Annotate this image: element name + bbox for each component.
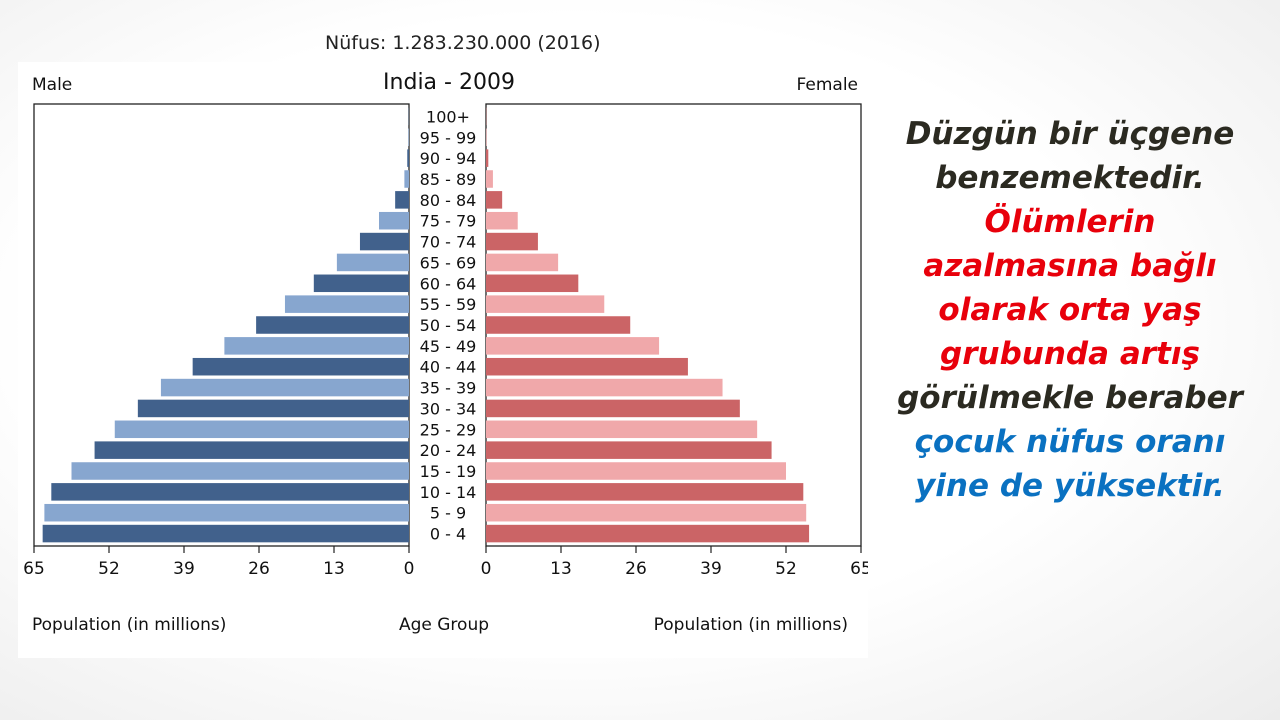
female-bar — [486, 337, 660, 355]
male-bar — [256, 316, 409, 334]
commentary-line-3: Ölümlerin — [984, 204, 1156, 240]
female-bar — [486, 524, 810, 543]
age-group-tick-label: 65 - 69 — [420, 253, 477, 272]
female-x-axis-label: Population (in millions) — [654, 615, 848, 635]
age-group-tick-label: 70 - 74 — [420, 233, 477, 252]
female-bar — [486, 295, 605, 313]
male-bar — [94, 441, 410, 459]
age-group-tick-label: 90 - 94 — [420, 149, 477, 168]
age-group-tick-label: 5 - 9 — [430, 504, 466, 523]
female-label: Female — [797, 75, 858, 95]
male-bar — [407, 149, 409, 167]
male-bar — [51, 483, 410, 501]
age-group-tick-label: 95 - 99 — [420, 128, 477, 147]
female-tick-label: 0 — [481, 559, 492, 579]
male-tick-label: 13 — [323, 559, 345, 579]
male-bar — [336, 253, 409, 272]
commentary-line-8: çocuk nüfus oranı — [914, 424, 1226, 460]
female-bar — [486, 211, 518, 230]
age-group-tick-label: 80 - 84 — [420, 191, 477, 210]
age-group-tick-label: 75 - 79 — [420, 212, 477, 231]
commentary-line-1: Düzgün bir üçgene — [905, 116, 1235, 152]
female-bar — [486, 191, 503, 209]
age-group-tick-label: 55 - 59 — [420, 295, 477, 314]
male-tick-label: 39 — [173, 559, 195, 579]
age-group-tick-label: 50 - 54 — [420, 316, 477, 335]
male-bar — [44, 503, 409, 522]
male-tick-label: 26 — [248, 559, 270, 579]
age-group-tick-label: 35 - 39 — [420, 379, 477, 398]
male-bar — [359, 232, 409, 251]
population-caption: Nüfus: 1.283.230.000 (2016) — [325, 32, 601, 54]
commentary-line-6: grubunda artış — [940, 336, 1200, 372]
commentary-line-7: görülmekle beraber — [897, 380, 1243, 416]
age-group-tick-label: 100+ — [426, 107, 470, 126]
female-bar — [486, 462, 786, 480]
age-group-label: Age Group — [399, 615, 489, 635]
female-tick-label: 52 — [775, 559, 797, 579]
female-bar — [486, 253, 559, 272]
female-bar — [486, 170, 493, 188]
male-bar — [160, 378, 409, 397]
female-bar — [486, 316, 631, 334]
male-bar — [284, 295, 409, 313]
female-bar — [486, 441, 772, 459]
age-group-tick-label: 0 - 4 — [430, 525, 466, 544]
age-group-tick-label: 40 - 44 — [420, 358, 477, 377]
commentary-line-5: olarak orta yaş — [938, 292, 1202, 328]
male-bar — [137, 399, 409, 418]
male-bar — [42, 524, 410, 543]
female-bar — [486, 483, 804, 501]
female-tick-label: 13 — [550, 559, 572, 579]
male-bar — [379, 211, 409, 230]
male-tick-label: 65 — [23, 559, 45, 579]
female-bar — [486, 420, 758, 439]
male-bar — [224, 337, 409, 355]
male-tick-label: 52 — [98, 559, 120, 579]
population-pyramid-chart: Male India - 2009 Female 0 - 4 5 - 9 10 - … — [18, 62, 868, 658]
female-bar — [486, 128, 487, 147]
female-bar — [486, 357, 688, 376]
age-group-tick-label: 45 - 49 — [420, 337, 477, 356]
age-group-tick-label: 30 - 34 — [420, 399, 477, 418]
chart-title: India - 2009 — [383, 70, 515, 95]
male-bar — [71, 462, 409, 480]
male-bar — [408, 128, 409, 147]
female-bar — [486, 399, 740, 418]
age-group-tick-label: 20 - 24 — [420, 441, 477, 460]
male-bar — [114, 420, 410, 439]
female-bar — [486, 378, 723, 397]
bars-group — [42, 107, 810, 543]
commentary-text: Düzgün bir üçgene benzemektedir. Ölümler… — [880, 112, 1260, 508]
male-bar — [404, 170, 409, 188]
male-tick-label: 0 — [404, 559, 415, 579]
age-group-tick-label: 10 - 14 — [420, 483, 477, 502]
axis-ticks-group: 65 52 39 26 13 0 0 13 26 39 52 65 — [23, 546, 868, 579]
age-group-tick-label: 85 - 89 — [420, 170, 477, 189]
commentary-line-4: azalmasına bağlı — [923, 248, 1217, 284]
commentary-line-9: yine de yüksektir. — [915, 468, 1225, 504]
female-tick-label: 65 — [850, 559, 868, 579]
female-bar — [486, 274, 579, 293]
female-tick-label: 26 — [625, 559, 647, 579]
pyramid-svg: Male India - 2009 Female 0 - 4 5 - 9 10 - … — [23, 70, 868, 635]
female-bar — [486, 232, 538, 251]
age-group-tick-label: 25 - 29 — [420, 420, 477, 439]
age-labels-group: 0 - 4 5 - 9 10 - 14 15 - 19 20 - 24 25 - 29 30… — [420, 107, 477, 543]
female-tick-label: 39 — [700, 559, 722, 579]
male-x-axis-label: Population (in millions) — [32, 615, 226, 635]
female-bar — [486, 503, 807, 522]
male-bar — [395, 191, 409, 209]
female-bar — [486, 149, 489, 167]
male-label: Male — [32, 75, 72, 95]
age-group-tick-label: 60 - 64 — [420, 274, 477, 293]
age-group-tick-label: 15 - 19 — [420, 462, 477, 481]
commentary-line-2: benzemektedir. — [935, 160, 1205, 196]
male-bar — [192, 357, 409, 376]
male-bar — [313, 274, 409, 293]
